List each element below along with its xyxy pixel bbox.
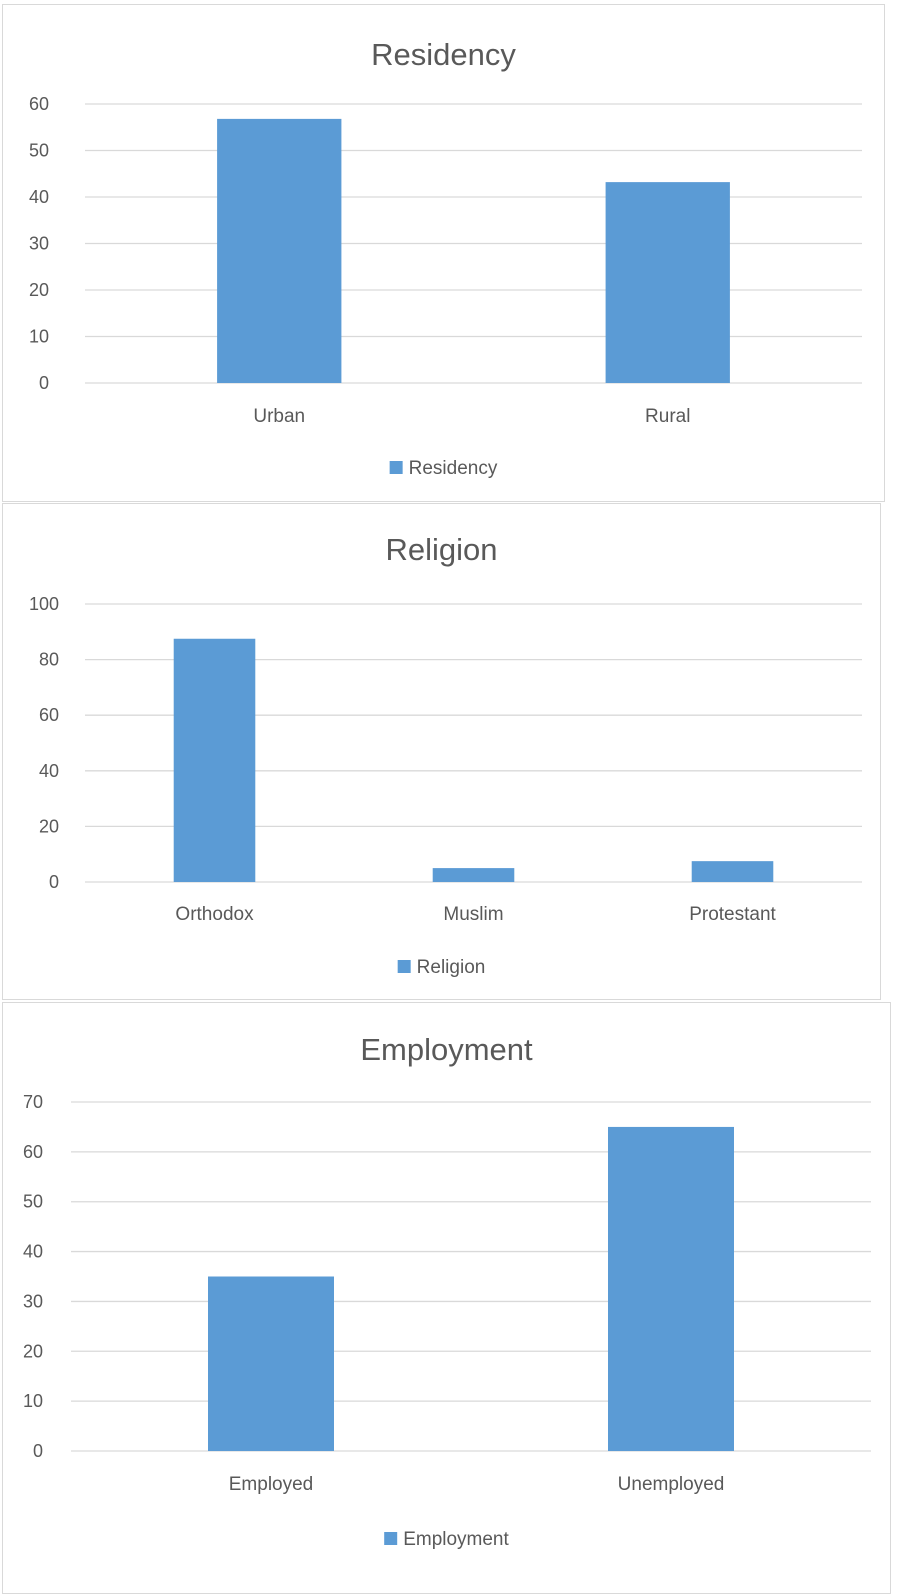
residency-chart: Residency 0 10 20 30 40 50 60 Urban Rural Residenc… <box>29 37 862 479</box>
residency-chart-panel: Residency 0 10 20 30 40 50 60 Urban Rural Residenc… <box>2 4 885 502</box>
y-tick-label: 50 <box>23 1192 43 1212</box>
chart-title: Employment <box>360 1032 533 1067</box>
y-tick-label: 0 <box>39 373 49 393</box>
religion-chart: Religion 0 20 40 60 80 100 Orthodox Muslim Protes… <box>29 532 862 978</box>
y-tick-label: 80 <box>39 650 59 670</box>
y-tick-label: 20 <box>39 816 59 836</box>
y-tick-label: 30 <box>23 1291 43 1311</box>
legend-swatch <box>397 960 411 973</box>
y-tick-label: 40 <box>39 761 59 781</box>
employment-chart: Employment 0 10 20 30 40 50 60 70 Employed Unemplo… <box>23 1032 871 1550</box>
bar-unemployed <box>608 1126 734 1451</box>
y-tick-label: 60 <box>39 705 59 725</box>
y-tick-label: 40 <box>23 1242 43 1262</box>
bar-protestant <box>691 861 774 882</box>
legend-label: Religion <box>417 957 486 978</box>
y-tick-label: 60 <box>23 1142 43 1162</box>
y-tick-label: 20 <box>29 280 49 300</box>
y-tick-label: 30 <box>29 234 49 254</box>
legend-label: Residency <box>409 458 498 479</box>
bar-rural <box>605 182 730 383</box>
chart-title: Residency <box>371 37 516 72</box>
chart-title: Religion <box>385 532 497 567</box>
religion-chart-panel: Religion 0 20 40 60 80 100 Orthodox Muslim Protes… <box>2 503 881 1000</box>
legend-label: Employment <box>403 1529 509 1550</box>
y-tick-label: 40 <box>29 187 49 207</box>
y-tick-label: 70 <box>23 1092 43 1112</box>
legend-swatch <box>384 1532 398 1545</box>
employment-chart-panel: Employment 0 10 20 30 40 50 60 70 Employed Unemplo… <box>2 1002 891 1594</box>
y-tick-label: 20 <box>23 1341 43 1361</box>
y-tick-label: 50 <box>29 141 49 161</box>
legend-swatch <box>389 461 403 474</box>
x-category-label: Rural <box>645 406 690 427</box>
bar-muslim <box>432 868 515 882</box>
x-category-label: Employed <box>229 1474 314 1495</box>
bar-urban <box>217 118 342 383</box>
x-category-label: Urban <box>253 406 305 427</box>
y-tick-label: 100 <box>29 594 59 614</box>
x-category-label: Unemployed <box>618 1474 725 1495</box>
y-tick-label: 0 <box>33 1441 43 1461</box>
x-category-label: Protestant <box>689 904 776 925</box>
y-tick-label: 10 <box>23 1391 43 1411</box>
bar-employed <box>208 1276 334 1451</box>
y-tick-label: 10 <box>29 327 49 347</box>
x-category-label: Muslim <box>443 904 503 925</box>
y-tick-label: 60 <box>29 94 49 114</box>
bar-orthodox <box>173 638 256 882</box>
x-category-label: Orthodox <box>175 904 254 925</box>
y-tick-label: 0 <box>49 872 59 892</box>
